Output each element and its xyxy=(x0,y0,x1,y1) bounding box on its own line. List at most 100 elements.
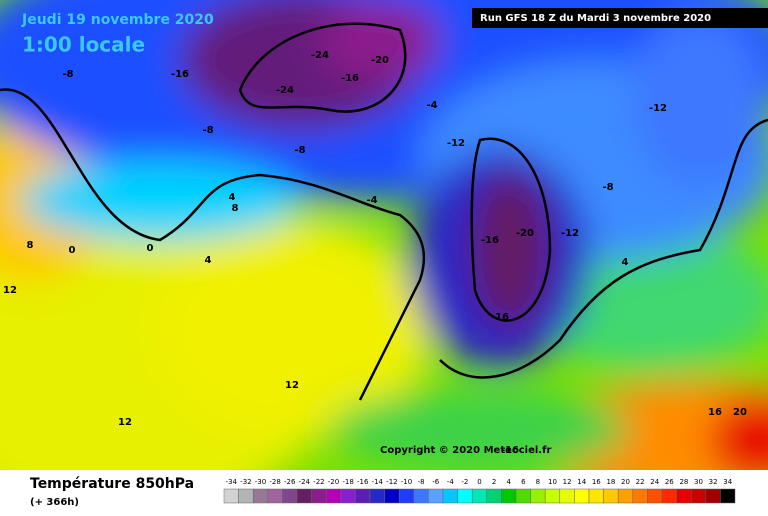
scale-swatch xyxy=(544,488,561,504)
contour-label: -4 xyxy=(366,195,377,206)
contour-label: 0 xyxy=(69,245,76,256)
scale-label: 22 xyxy=(636,478,645,486)
contour-label: -4 xyxy=(426,100,437,111)
contour-label: 8 xyxy=(232,203,239,214)
scale-label: -32 xyxy=(240,478,251,486)
contour-label: 12 xyxy=(285,380,299,391)
contour-label: 8 xyxy=(27,240,34,251)
scale-label: -20 xyxy=(328,478,339,486)
contour-label: -16 xyxy=(501,445,519,456)
scale-label: 12 xyxy=(563,478,572,486)
scale-label: 24 xyxy=(650,478,659,486)
scale-swatch xyxy=(661,488,677,504)
scale-swatch xyxy=(720,488,736,504)
scale-swatch xyxy=(252,488,269,504)
scale-swatch xyxy=(515,488,531,504)
color-scale: -34 -32 -30 -28 -26 -24 -22 -20 -18 -16 -14 -12 -10-… xyxy=(223,478,736,504)
scale-swatch xyxy=(471,488,488,504)
contour-label: -8 xyxy=(62,69,73,80)
scale-swatch xyxy=(690,488,707,504)
contour-label: -24 xyxy=(311,50,329,61)
scale-label: -22 xyxy=(313,478,324,486)
scale-swatch xyxy=(559,488,575,504)
scale-label: 34 xyxy=(723,478,732,486)
scale-label: 0 xyxy=(477,478,481,486)
scale-swatch xyxy=(603,488,619,504)
contour-label: -20 xyxy=(371,55,389,66)
scale-swatch xyxy=(340,488,356,504)
contour-label: 12 xyxy=(118,417,132,428)
contour-label: -16 xyxy=(491,312,509,323)
scale-label: -34 xyxy=(226,478,238,486)
run: Run GFS 18 Z du Mardi 3 novembre 2020 xyxy=(480,13,711,24)
contour-label: 12 xyxy=(3,285,17,296)
scale-swatch xyxy=(325,488,342,504)
scale-label: -18 xyxy=(342,478,353,486)
contour-label: 4 xyxy=(205,255,212,266)
scale-swatch xyxy=(457,488,473,504)
scale-label: -4 xyxy=(447,478,455,486)
scale-swatch xyxy=(442,488,458,504)
scale-label: 8 xyxy=(536,478,540,486)
scale-swatch xyxy=(588,488,604,504)
contour-label: 16 xyxy=(708,407,722,418)
contour-label: 0 xyxy=(147,243,154,254)
contour-label: -16 xyxy=(341,73,359,84)
scale-swatch xyxy=(574,488,590,504)
footer-lead: (+ 366h) xyxy=(30,497,79,508)
contour-label: -12 xyxy=(447,138,465,149)
scale-swatch xyxy=(501,488,517,504)
scale-label: 2 xyxy=(492,478,496,486)
scale-swatch xyxy=(428,488,444,504)
scale-label: 14 xyxy=(577,478,586,486)
run-box xyxy=(472,8,768,28)
scale-label: -14 xyxy=(372,478,384,486)
footer-title: Température 850hPa xyxy=(30,476,194,492)
contour-label: -12 xyxy=(561,228,579,239)
contour-label: 4 xyxy=(622,257,629,268)
time: 1:00 locale xyxy=(22,33,145,57)
scale-swatch xyxy=(530,488,546,504)
scale-swatch xyxy=(296,488,312,504)
scale-swatch xyxy=(413,488,429,504)
scale-swatch xyxy=(676,488,692,504)
contour-label: -24 xyxy=(276,85,294,96)
contour-label: -20 xyxy=(516,228,534,239)
scale-swatch xyxy=(398,488,415,504)
scale-label: -30 xyxy=(255,478,266,486)
scale-label: -16 xyxy=(357,478,369,486)
contour-label: -8 xyxy=(202,125,213,136)
scale-swatch xyxy=(355,488,371,504)
scale-swatch xyxy=(705,488,721,504)
contour-label: -16 xyxy=(481,235,499,246)
scale-label: 4 xyxy=(506,478,511,486)
scale-label: -26 xyxy=(284,478,296,486)
scale-label: 28 xyxy=(679,478,688,486)
scale-label: -8 xyxy=(418,478,425,486)
scale-label: -24 xyxy=(299,478,311,486)
contour-labels: -24 -24 -20 -16 -16 -8 -8 -4 -12 -12 -8 -20 -16 -12 -1… xyxy=(3,50,747,456)
scale-swatch xyxy=(311,488,327,504)
scale-label: -10 xyxy=(401,478,412,486)
contour-label: -8 xyxy=(294,145,305,156)
contour-label: 4 xyxy=(229,192,236,203)
scale-label: -12 xyxy=(386,478,397,486)
copyright: Copyright © 2020 Meteociel.fr xyxy=(380,445,551,456)
scale-swatch xyxy=(282,488,298,504)
scale-swatch xyxy=(384,488,400,504)
scale-label: 18 xyxy=(606,478,615,486)
scale-swatch xyxy=(369,488,385,504)
scale-swatch xyxy=(647,488,663,504)
scale-swatch xyxy=(223,488,239,504)
scale-label: 30 xyxy=(694,478,703,486)
scale-label: 6 xyxy=(521,478,526,486)
date: Jeudi 19 novembre 2020 xyxy=(21,12,214,28)
scale-swatch xyxy=(617,488,634,504)
contour-label: 20 xyxy=(733,407,747,418)
scale-swatch xyxy=(632,488,648,504)
scale-label: 20 xyxy=(621,478,630,486)
scale-label: 10 xyxy=(548,478,557,486)
scale-label: -6 xyxy=(432,478,440,486)
